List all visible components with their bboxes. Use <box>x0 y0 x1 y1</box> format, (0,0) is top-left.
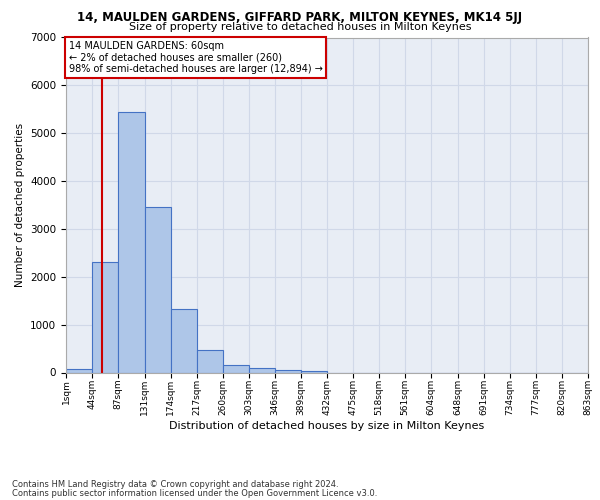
Text: Contains public sector information licensed under the Open Government Licence v3: Contains public sector information licen… <box>12 488 377 498</box>
Y-axis label: Number of detached properties: Number of detached properties <box>14 123 25 287</box>
Bar <box>223 365 249 372</box>
Bar <box>171 310 197 372</box>
Bar <box>301 371 327 372</box>
Bar <box>118 112 145 372</box>
Bar <box>66 369 92 372</box>
Text: Contains HM Land Registry data © Crown copyright and database right 2024.: Contains HM Land Registry data © Crown c… <box>12 480 338 489</box>
Bar <box>275 370 301 372</box>
Bar <box>145 208 171 372</box>
Bar <box>249 368 275 372</box>
Text: 14, MAULDEN GARDENS, GIFFARD PARK, MILTON KEYNES, MK14 5JJ: 14, MAULDEN GARDENS, GIFFARD PARK, MILTO… <box>77 11 523 24</box>
Bar <box>197 350 223 372</box>
Text: 14 MAULDEN GARDENS: 60sqm
← 2% of detached houses are smaller (260)
98% of semi-: 14 MAULDEN GARDENS: 60sqm ← 2% of detach… <box>68 41 322 74</box>
X-axis label: Distribution of detached houses by size in Milton Keynes: Distribution of detached houses by size … <box>169 420 485 430</box>
Text: Size of property relative to detached houses in Milton Keynes: Size of property relative to detached ho… <box>129 22 471 32</box>
Bar <box>92 262 118 372</box>
